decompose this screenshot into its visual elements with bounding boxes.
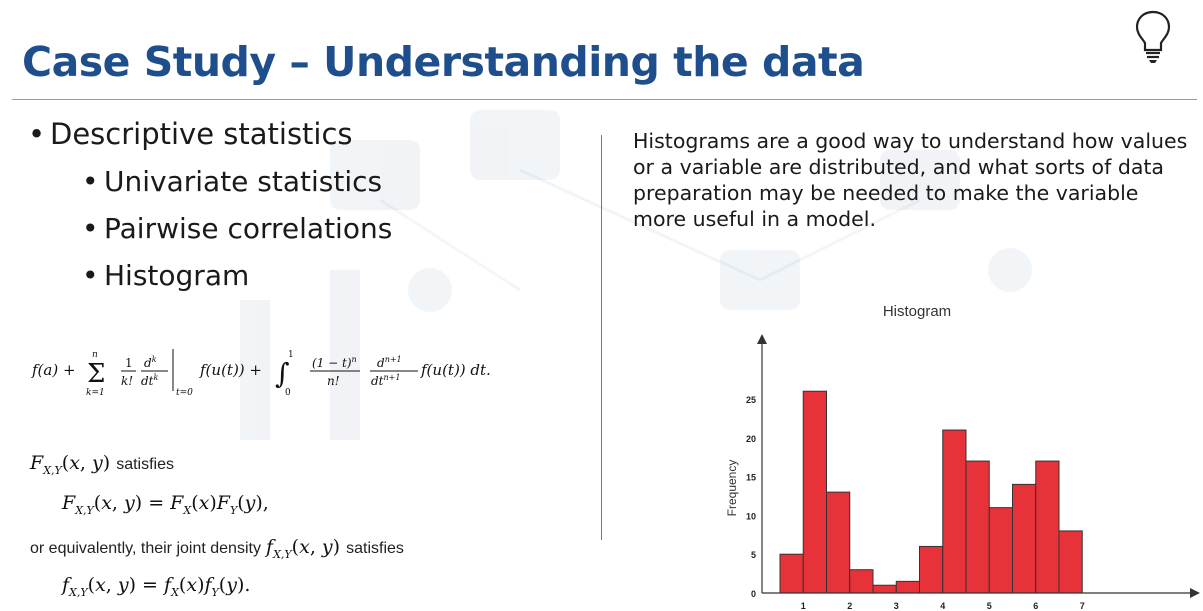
chart-title: Histogram — [883, 303, 951, 320]
histogram-bar — [1035, 460, 1060, 594]
y-tick-label: 25 — [746, 395, 756, 405]
x-tick-label: 5 — [987, 601, 992, 611]
svg-text:f(u(t)) +: f(u(t)) + — [199, 361, 262, 379]
histogram-bar — [1058, 530, 1083, 594]
y-tick-label: 0 — [751, 589, 756, 599]
svg-text:0: 0 — [285, 388, 291, 398]
y-tick-label: 20 — [746, 434, 756, 444]
column-divider — [601, 135, 602, 540]
svg-text:Σ: Σ — [87, 359, 105, 389]
x-tick-label: 7 — [1080, 601, 1085, 611]
svg-text:n: n — [92, 350, 98, 360]
svg-text:f(a) +: f(a) + — [31, 361, 76, 379]
x-tick-label: 1 — [801, 601, 806, 611]
x-tick-label: 4 — [940, 601, 945, 611]
histogram-bar — [1012, 483, 1037, 594]
slide-title: Case Study – Understanding the data — [22, 38, 865, 86]
svg-text:dn+1: dn+1 — [377, 355, 402, 370]
x-tick-label: 2 — [847, 601, 852, 611]
histogram-chart: Histogram Frequency 0 5 10 15 20 25 1 2 3 4 5 6 7 — [725, 303, 1200, 611]
joint-cdf-factorization: FX,Y(x, y) = FX(x)FY(y), — [62, 492, 269, 517]
svg-text:k=1: k=1 — [86, 388, 105, 398]
histogram-bar — [802, 390, 827, 594]
svg-text:f(u(t)) dt.: f(u(t)) dt. — [420, 361, 491, 379]
histogram-bar — [872, 584, 897, 594]
taylor-formula: f(a) + Σ n k=1 1 k! dk dtk t=0 f(u(t)) +… — [31, 349, 491, 398]
histogram-bar — [849, 569, 874, 594]
histogram-bar — [988, 507, 1013, 594]
histogram-description: Histograms are a good way to understand … — [633, 129, 1188, 231]
joint-density-factorization: fX,Y(x, y) = fX(x)fY(y). — [62, 574, 251, 599]
lightbulb-icon — [1135, 10, 1171, 63]
svg-text:dk: dk — [144, 355, 157, 370]
histogram-bar — [942, 429, 967, 594]
y-tick-label: 10 — [746, 511, 756, 521]
svg-text:n!: n! — [327, 374, 340, 388]
svg-text:1: 1 — [125, 356, 133, 370]
svg-text:(1 − t)n: (1 − t)n — [312, 355, 357, 370]
bullet-histogram: • Histogram — [82, 259, 250, 292]
svg-text:∫: ∫ — [275, 357, 290, 390]
x-tick-label: 6 — [1033, 601, 1038, 611]
svg-text:dtn+1: dtn+1 — [371, 373, 400, 388]
svg-text:k!: k! — [121, 374, 133, 388]
title-divider — [12, 99, 1197, 100]
y-axis-label: Frequency — [725, 460, 739, 517]
histogram-bar — [965, 460, 990, 594]
bullet-univariate-statistics: • Univariate statistics — [82, 165, 383, 198]
y-tick-label: 5 — [751, 550, 756, 560]
histogram-bar — [919, 545, 944, 594]
x-tick-label: 3 — [894, 601, 899, 611]
histogram-bar — [779, 553, 804, 594]
y-axis-arrow — [757, 334, 767, 344]
y-tick-label: 15 — [746, 473, 756, 483]
histogram-bar — [826, 491, 851, 594]
joint-cdf-statement: FX,Y(x, y) satisfies — [30, 452, 174, 477]
histogram-bar — [895, 580, 920, 594]
bullet-pairwise-correlations: • Pairwise correlations — [82, 212, 393, 245]
svg-text:1: 1 — [288, 350, 294, 360]
joint-density-statement: or equivalently, their joint density fX,… — [30, 536, 404, 561]
bullet-descriptive-statistics: • Descriptive statistics — [28, 117, 353, 151]
x-axis-arrow — [1190, 588, 1200, 598]
svg-text:t=0: t=0 — [176, 388, 193, 398]
svg-text:dtk: dtk — [141, 373, 159, 388]
